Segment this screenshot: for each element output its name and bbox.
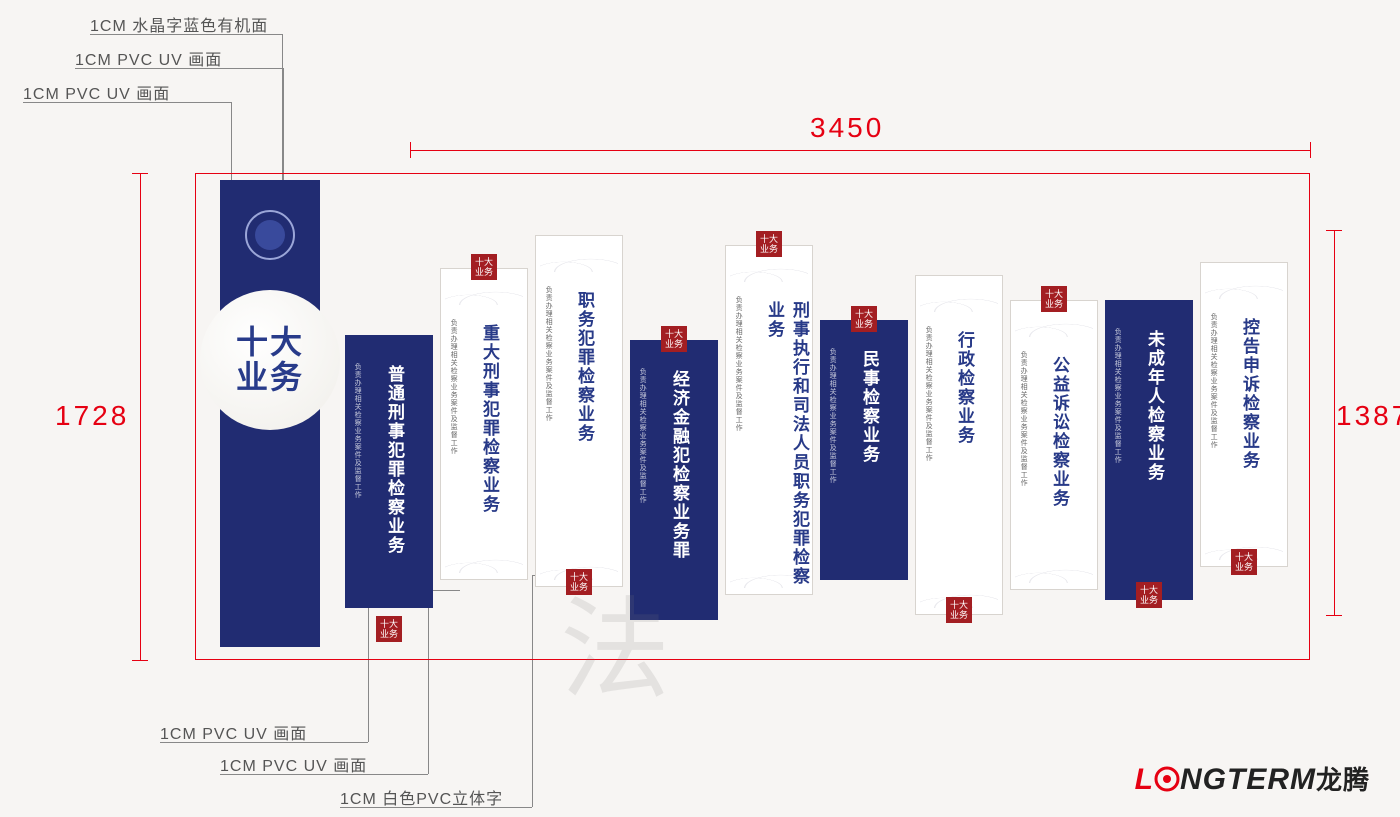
dim-top-cap-r [1310,142,1311,158]
panel-heading: 重大刑事犯罪检察业务 [477,324,502,514]
callout-label: 1CM PVC UV 画面 [75,46,222,70]
mountain-decoration [1205,269,1283,299]
panel-body: 负责办理相关检察业务案件及监督工作 [924,326,933,586]
panel-2: 重大刑事犯罪检察业务 负责办理相关检察业务案件及监督工作 [440,268,528,580]
panel-7: 行政检察业务 负责办理相关检察业务案件及监督工作 [915,275,1003,615]
badge-icon: 十大业务 [1136,582,1162,608]
panel-1: 普通刑事犯罪检察业务 负责办理相关检察业务案件及监督工作 [345,335,433,608]
panel-body: 负责办理相关检察业务案件及监督工作 [1019,351,1028,561]
panel-6: 民事检察业务 负责办理相关检察业务案件及监督工作 [820,320,908,580]
title-circle: 十大 业务 [200,290,340,430]
panel-heading: 未成年人检察业务 [1142,330,1167,482]
badge-icon: 十大业务 [946,597,972,623]
panel-body: 负责办理相关检察业务案件及监督工作 [828,348,837,528]
badge-icon: 十大业务 [756,231,782,257]
dim-left-line [140,173,141,660]
callout-leader [340,807,532,808]
watermark-logo: L NGTERM龙腾 [1135,760,1370,797]
dim-top-cap-l [410,142,411,158]
badge-icon: 十大业务 [1231,549,1257,575]
dim-right-label: 1387 [1336,400,1400,432]
badge-icon: 十大业务 [471,254,497,280]
dim-right-cap-t [1326,230,1342,231]
callout-label: 1CM PVC UV 画面 [23,80,170,104]
mountain-decoration [920,282,998,312]
watermark-black: NGTERM [1180,763,1316,796]
panel-body: 负责办理相关检察业务案件及监督工作 [638,368,647,568]
watermark-cn: 龙腾 [1316,765,1370,795]
badge-icon: 十大业务 [661,326,687,352]
badge-icon: 十大业务 [851,306,877,332]
dim-left-label: 1728 [55,400,129,432]
panel-heading: 行政检察业务 [952,331,977,445]
callout-leader [23,102,231,103]
panel-body: 负责办理相关检察业务案件及监督工作 [1113,328,1122,548]
title-text: 十大 业务 [230,325,310,395]
title-column: 十大 业务 [220,180,320,647]
panel-body: 负责办理相关检察业务案件及监督工作 [734,296,743,566]
callout-label: 1CM 水晶字蓝色有机面 [90,12,268,36]
panel-body: 负责办理相关检察业务案件及监督工作 [1209,313,1218,538]
watermark-red: L [1135,763,1154,796]
panel-heading: 职务犯罪检察业务 [572,291,597,443]
panel-8: 公益诉讼检察业务 负责办理相关检察业务案件及监督工作 [1010,300,1098,590]
callout-leader [75,68,283,69]
panel-heading: 公益诉讼检察业务 [1047,356,1072,508]
callout-leader [220,774,428,775]
badge-icon: 十大业务 [376,616,402,642]
dim-left-cap-t [132,173,148,174]
dim-top-line [410,150,1310,151]
callout-label: 1CM PVC UV 画面 [220,752,367,776]
emblem-icon [245,210,295,260]
panel-10: 控告申诉检察业务 负责办理相关检察业务案件及监督工作 [1200,262,1288,567]
mountain-decoration [540,242,618,272]
dim-right-cap-b [1326,615,1342,616]
panel-body: 负责办理相关检察业务案件及监督工作 [353,363,362,556]
dim-top-label: 3450 [810,112,884,144]
callout-leader [90,34,282,35]
panel-5: 刑事执行和司法人员职务犯罪检察业务 负责办理相关检察业务案件及监督工作 [725,245,813,595]
dim-right-line [1334,230,1335,615]
panel-body: 负责办理相关检察业务案件及监督工作 [544,286,553,558]
callout-label: 1CM PVC UV 画面 [160,720,307,744]
callout-leader [160,742,368,743]
panel-heading: 控告申诉检察业务 [1237,318,1262,470]
panel-heading: 刑事执行和司法人员职务犯罪检察业务 [762,301,812,594]
panel-heading: 民事检察业务 [857,350,882,464]
panel-3: 职务犯罪检察业务 负责办理相关检察业务案件及监督工作 [535,235,623,587]
panel-9: 未成年人检察业务 负责办理相关检察业务案件及监督工作 [1105,300,1193,600]
callout-label: 1CM 白色PVC立体字 [340,785,503,809]
badge-icon: 十大业务 [1041,286,1067,312]
dim-left-cap-b [132,660,148,661]
ghost-character: 法 [560,560,670,720]
panel-body: 负责办理相关检察业务案件及监督工作 [449,319,458,551]
panel-heading: 经济金融犯检察业务罪 [667,370,692,560]
panel-heading: 普通刑事犯罪检察业务 [382,365,407,555]
